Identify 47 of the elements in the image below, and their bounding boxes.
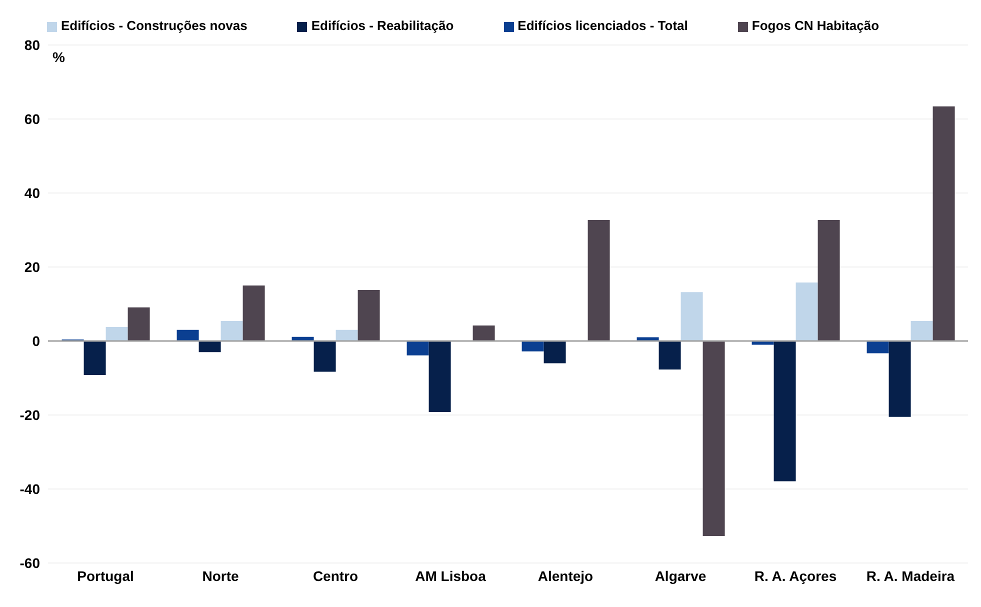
bar bbox=[428, 341, 451, 412]
y-tick-label: -20 bbox=[20, 406, 40, 423]
legend-label: Edifícios - Construções novas bbox=[60, 18, 248, 33]
legend-label: Edifícios licenciados - Total bbox=[518, 18, 688, 33]
bar bbox=[702, 341, 725, 536]
legend-label: Edifícios - Reabilitação bbox=[311, 18, 454, 33]
x-tick-label: Algarve bbox=[654, 568, 706, 584]
bar bbox=[796, 282, 818, 341]
y-tick-label: 0 bbox=[32, 332, 40, 349]
bar bbox=[866, 341, 889, 354]
bar bbox=[358, 290, 380, 341]
bar bbox=[910, 321, 933, 341]
bar bbox=[84, 341, 106, 376]
x-tick-label: Norte bbox=[202, 568, 239, 584]
x-tick-label: Centro bbox=[312, 568, 358, 584]
bar bbox=[198, 341, 221, 352]
bar bbox=[242, 286, 265, 341]
y-axis-title: % bbox=[52, 48, 66, 65]
bar bbox=[176, 330, 199, 341]
y-tick-label: 20 bbox=[24, 258, 40, 275]
x-tick-label: R. A. Açores bbox=[754, 568, 837, 584]
bar bbox=[818, 220, 840, 341]
bar bbox=[220, 321, 243, 341]
legend-label: Fogos CN Habitação bbox=[752, 18, 880, 33]
y-tick-label: -40 bbox=[20, 480, 40, 497]
x-tick-label: Alentejo bbox=[538, 568, 594, 584]
bar bbox=[680, 292, 703, 341]
y-tick-label: 40 bbox=[24, 184, 40, 201]
bar bbox=[544, 341, 566, 364]
x-tick-label: AM Lisboa bbox=[415, 568, 486, 584]
bar bbox=[128, 307, 150, 341]
x-tick-label: R. A. Madeira bbox=[866, 568, 955, 584]
bar bbox=[658, 341, 681, 370]
bar bbox=[774, 341, 796, 482]
bar bbox=[888, 341, 911, 417]
x-tick-label: Portugal bbox=[77, 568, 134, 584]
bar bbox=[336, 330, 358, 341]
bar bbox=[314, 341, 336, 372]
bar bbox=[472, 325, 495, 341]
y-tick-label: 60 bbox=[24, 110, 40, 127]
bar bbox=[588, 220, 610, 341]
bar bbox=[522, 341, 544, 352]
y-tick-label: 80 bbox=[24, 36, 40, 53]
bar bbox=[106, 326, 128, 341]
bar bbox=[406, 341, 429, 356]
y-tick-label: -60 bbox=[20, 554, 40, 571]
bar bbox=[932, 106, 955, 341]
